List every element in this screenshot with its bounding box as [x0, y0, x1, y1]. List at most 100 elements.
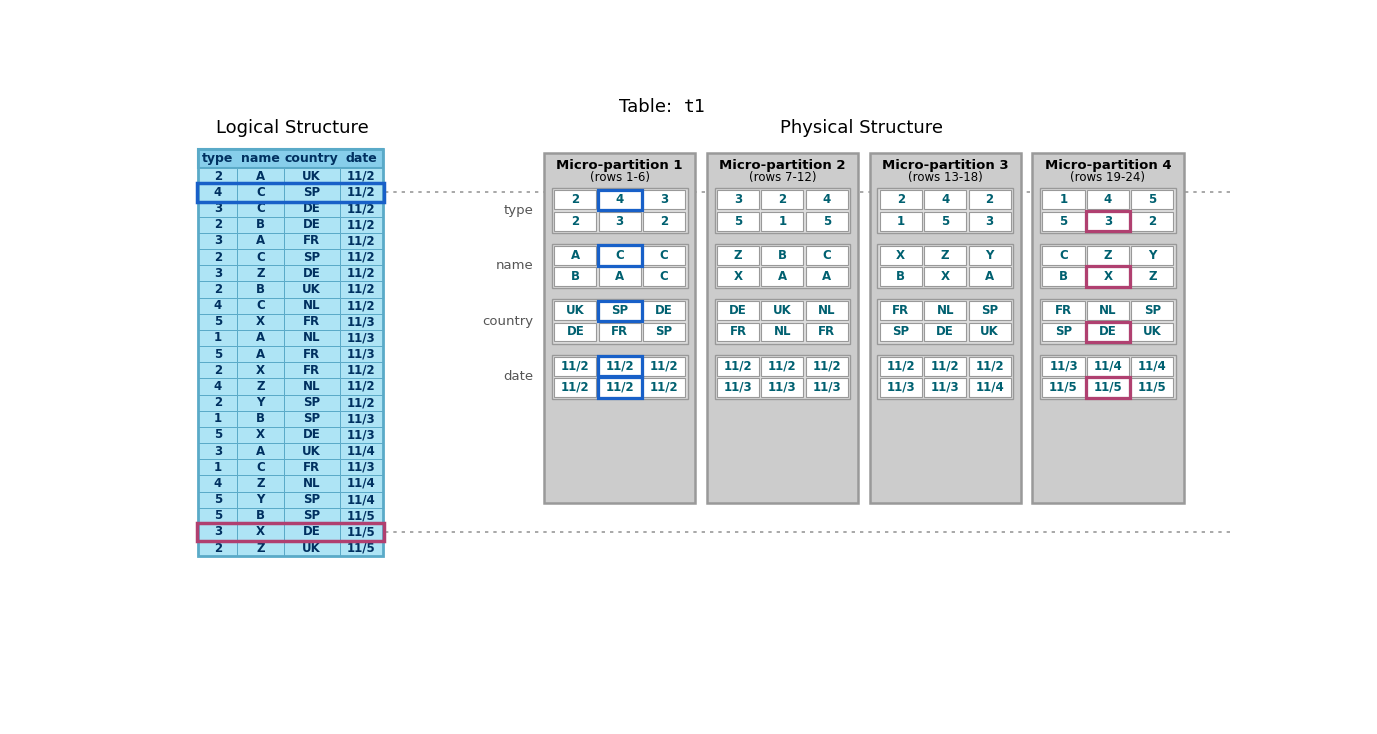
Bar: [924, 211, 967, 230]
Text: Y: Y: [256, 396, 264, 409]
Bar: [599, 246, 640, 265]
Text: B: B: [778, 249, 786, 262]
Bar: [198, 443, 237, 459]
Bar: [880, 267, 921, 286]
Bar: [340, 395, 383, 411]
Bar: [1132, 246, 1173, 265]
Bar: [198, 265, 237, 281]
Bar: [237, 200, 284, 217]
Bar: [198, 313, 237, 330]
Text: DE: DE: [303, 526, 321, 539]
Bar: [237, 395, 284, 411]
Bar: [643, 267, 686, 286]
Text: 1: 1: [213, 461, 222, 474]
Bar: [340, 443, 383, 459]
Text: 11/2: 11/2: [812, 360, 841, 373]
Bar: [340, 265, 383, 281]
Text: FR: FR: [303, 316, 321, 328]
Bar: [1086, 378, 1129, 397]
Bar: [284, 476, 340, 492]
Text: 3: 3: [986, 214, 994, 228]
Bar: [340, 378, 383, 395]
Bar: [806, 378, 848, 397]
Text: NL: NL: [818, 305, 836, 317]
Text: A: A: [256, 170, 264, 183]
Bar: [598, 356, 642, 377]
Text: 3: 3: [616, 214, 624, 228]
Text: UK: UK: [302, 170, 321, 183]
Text: B: B: [570, 270, 580, 283]
Text: 11/5: 11/5: [347, 526, 376, 539]
Text: UK: UK: [980, 325, 998, 338]
Text: 11/4: 11/4: [975, 381, 1004, 394]
Text: FR: FR: [303, 461, 321, 474]
Text: 3: 3: [213, 526, 222, 539]
Bar: [237, 346, 284, 362]
Text: t1: t1: [683, 98, 705, 115]
Bar: [284, 378, 340, 395]
Text: Z: Z: [256, 266, 264, 280]
Text: date: date: [503, 371, 533, 383]
Bar: [284, 265, 340, 281]
Bar: [717, 211, 759, 230]
Text: 2: 2: [571, 214, 580, 228]
Bar: [806, 357, 848, 376]
Text: NL: NL: [936, 305, 954, 317]
Bar: [198, 281, 237, 297]
Bar: [340, 508, 383, 524]
Text: DE: DE: [1099, 325, 1117, 338]
Text: 2: 2: [213, 396, 222, 409]
Bar: [284, 217, 340, 233]
Bar: [598, 301, 642, 321]
Text: 2: 2: [213, 170, 222, 183]
Text: 2: 2: [213, 283, 222, 296]
Text: (rows 19-24): (rows 19-24): [1070, 171, 1146, 184]
Bar: [198, 524, 237, 540]
Text: 11/2: 11/2: [347, 266, 376, 280]
Bar: [552, 299, 687, 344]
Text: UK: UK: [302, 445, 321, 457]
Text: 11/3: 11/3: [724, 381, 752, 394]
Bar: [340, 200, 383, 217]
Text: NL: NL: [774, 325, 792, 338]
Bar: [340, 459, 383, 476]
Bar: [717, 302, 759, 320]
Text: SP: SP: [303, 509, 321, 523]
Text: 11/3: 11/3: [931, 381, 960, 394]
Text: DE: DE: [303, 266, 321, 280]
Text: 1: 1: [896, 214, 905, 228]
Text: SP: SP: [303, 413, 321, 425]
Bar: [643, 302, 686, 320]
Bar: [1042, 191, 1085, 209]
Text: SP: SP: [611, 305, 628, 317]
Text: name: name: [496, 259, 533, 272]
Text: 2: 2: [660, 214, 668, 228]
Bar: [761, 246, 804, 265]
Text: A: A: [256, 332, 264, 344]
Text: SP: SP: [303, 250, 321, 264]
Text: FR: FR: [303, 364, 321, 377]
Bar: [552, 244, 687, 288]
Text: 11/4: 11/4: [347, 445, 376, 457]
Bar: [284, 346, 340, 362]
Bar: [1042, 267, 1085, 286]
Bar: [198, 492, 237, 508]
Bar: [198, 378, 237, 395]
Bar: [880, 211, 921, 230]
Text: 4: 4: [940, 194, 949, 206]
Text: C: C: [660, 249, 668, 262]
Bar: [284, 540, 340, 556]
Bar: [924, 322, 967, 341]
Text: X: X: [734, 270, 742, 283]
Bar: [340, 362, 383, 378]
Bar: [599, 211, 640, 230]
Bar: [877, 188, 1013, 233]
Text: X: X: [256, 429, 264, 441]
Text: 2: 2: [1148, 214, 1157, 228]
Bar: [599, 191, 640, 209]
Text: 11/3: 11/3: [347, 316, 376, 328]
Bar: [198, 330, 237, 346]
Bar: [643, 191, 686, 209]
Bar: [806, 322, 848, 341]
Bar: [284, 524, 340, 540]
